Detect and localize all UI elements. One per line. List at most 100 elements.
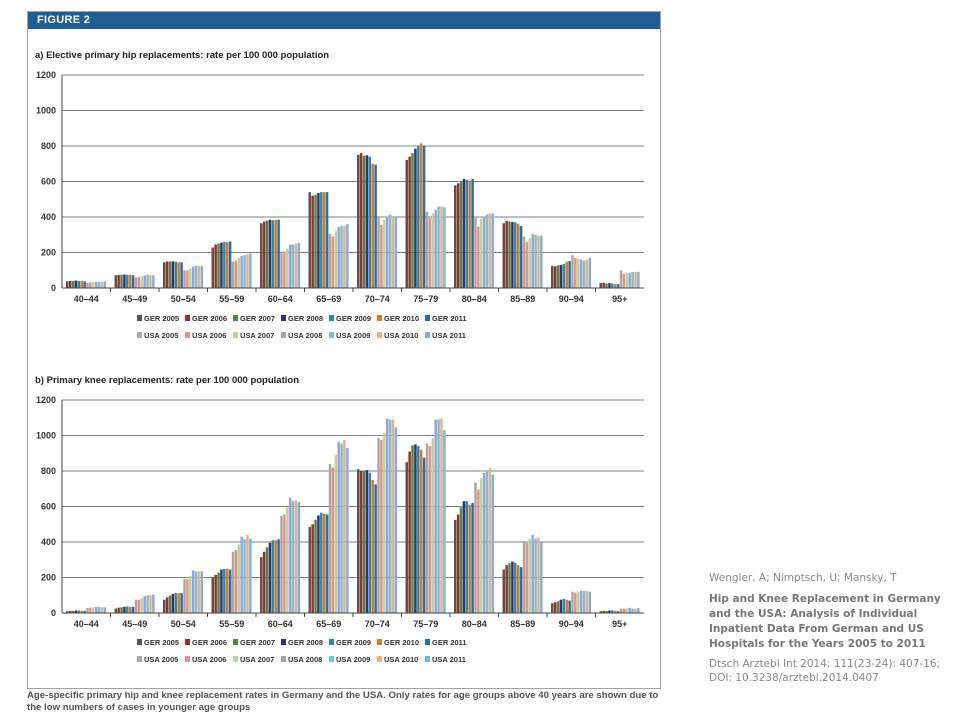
bar <box>89 282 92 288</box>
bar <box>171 593 175 613</box>
y-tick-label: 400 <box>41 537 56 547</box>
bar <box>197 265 201 288</box>
bar <box>628 272 631 288</box>
bar <box>622 608 626 613</box>
bar <box>86 282 89 288</box>
bar <box>417 446 420 613</box>
bar <box>346 447 349 613</box>
figure-label: FIGURE 2 <box>37 14 91 26</box>
bar <box>143 596 146 613</box>
bar <box>174 593 178 613</box>
bar <box>200 571 204 613</box>
bar <box>443 207 446 288</box>
bar <box>628 607 631 613</box>
bar <box>220 569 223 613</box>
bar <box>488 213 492 288</box>
bar <box>322 192 326 288</box>
x-tick-label: 40–44 <box>74 294 99 304</box>
bar <box>419 143 423 288</box>
bar <box>528 538 532 613</box>
bar <box>286 507 289 613</box>
bar <box>519 225 523 288</box>
bar <box>246 534 249 613</box>
legend-label: GER 2011 <box>432 638 467 647</box>
bar <box>146 274 149 288</box>
bar <box>411 153 414 288</box>
bar <box>149 595 152 613</box>
bar <box>511 221 514 288</box>
legend-label: GER 2005 <box>144 314 179 323</box>
legend-label: USA 2005 <box>144 331 178 340</box>
bar <box>231 261 235 288</box>
bar <box>425 443 429 613</box>
bar <box>189 268 192 288</box>
x-tick-label: 60–64 <box>268 619 293 629</box>
bar <box>177 593 180 613</box>
x-tick-label: 70–74 <box>365 619 390 629</box>
bar <box>625 608 629 613</box>
bar <box>168 261 172 288</box>
legend-label: GER 2007 <box>240 638 275 647</box>
bar <box>322 513 326 613</box>
bar <box>579 259 583 288</box>
bar <box>525 241 529 288</box>
legend-swatch <box>185 332 190 338</box>
bar <box>514 562 517 613</box>
bar <box>437 419 440 613</box>
bar <box>574 592 577 613</box>
legend-label: GER 2010 <box>384 638 419 647</box>
bar <box>516 565 520 613</box>
bar <box>92 607 95 613</box>
bar <box>422 457 426 613</box>
bar <box>197 571 201 613</box>
bar <box>359 153 363 288</box>
bar <box>485 214 489 288</box>
bar <box>491 474 495 613</box>
bar <box>588 591 592 613</box>
bar <box>340 443 343 613</box>
legend-swatch <box>233 315 238 321</box>
legend-swatch <box>377 332 382 338</box>
bar <box>331 236 335 288</box>
bar <box>559 599 563 613</box>
bar <box>128 274 132 288</box>
bar <box>553 266 557 288</box>
bar <box>114 275 117 288</box>
bar <box>562 264 566 288</box>
bar <box>485 471 489 613</box>
citation-title: Hip and Knee Replacement in Germany and … <box>709 593 941 650</box>
y-tick-label: 0 <box>51 608 56 618</box>
figure-header: FIGURE 2 <box>28 12 660 29</box>
bar <box>431 438 435 613</box>
legend-label: USA 2007 <box>240 331 274 340</box>
bar <box>528 238 532 288</box>
bar <box>616 284 620 288</box>
bar <box>180 593 183 613</box>
bar <box>240 536 243 613</box>
bar <box>428 217 432 288</box>
bar <box>408 156 411 288</box>
bar <box>388 214 392 288</box>
bar <box>194 571 198 613</box>
bar <box>417 146 420 288</box>
x-tick-label: 95+ <box>612 619 627 629</box>
bar <box>308 526 311 613</box>
bar <box>414 444 417 613</box>
bar <box>288 244 292 288</box>
bar <box>343 439 346 613</box>
legend-label: GER 2008 <box>288 638 323 647</box>
bar <box>291 501 295 613</box>
bar <box>320 192 323 288</box>
bar <box>599 611 602 613</box>
bar <box>634 272 637 288</box>
legend-label: GER 2007 <box>240 314 275 323</box>
bar <box>123 606 126 613</box>
bar <box>571 255 574 288</box>
bar <box>502 223 505 288</box>
legend-swatch <box>329 639 334 645</box>
bar <box>534 538 537 613</box>
bar <box>103 281 107 288</box>
bar <box>357 469 360 613</box>
bar <box>234 260 238 288</box>
bar <box>613 284 617 288</box>
